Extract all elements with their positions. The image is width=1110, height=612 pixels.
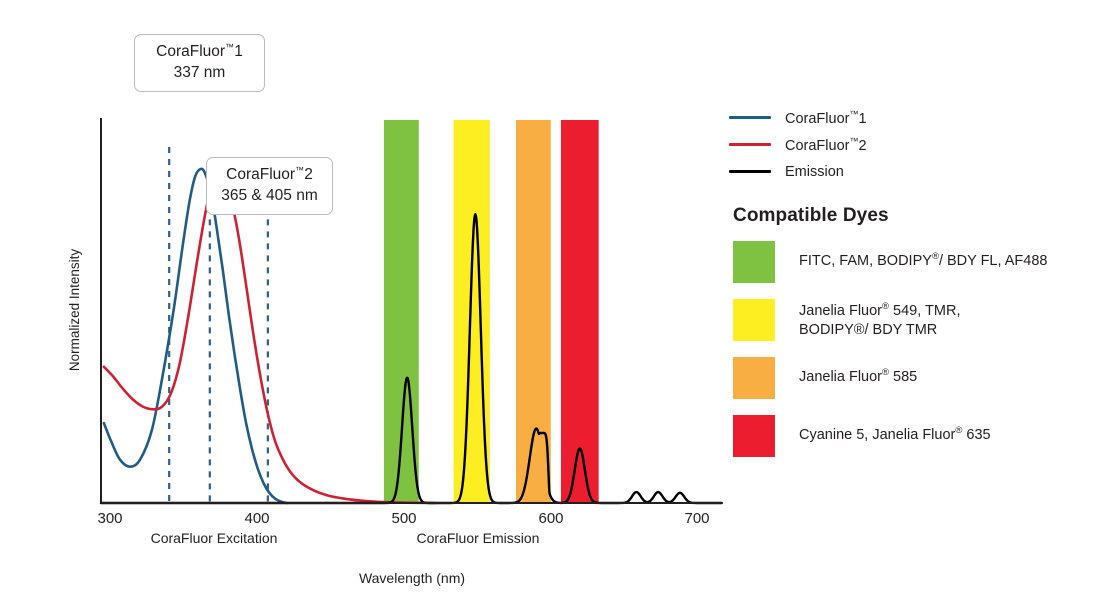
trademark-icon: ™ bbox=[849, 135, 859, 146]
dye-label-part-b-2: 585 bbox=[889, 368, 918, 385]
callout-corafluor-2: CoraFluor™2 365 & 405 nm bbox=[206, 157, 333, 216]
excitation-marker-layer bbox=[168, 147, 269, 503]
callout-cf1-name: CoraFluor bbox=[156, 43, 226, 61]
dye-label-0: FITC, FAM, BODIPY®/ BDY FL, AF488 bbox=[799, 241, 1047, 271]
legend-line-swatch-2 bbox=[729, 170, 771, 173]
spectra-chart: 300 400 500 600 700 CoraFluor Excitation… bbox=[67, 34, 723, 586]
curve-excitation-CoraFluor1 bbox=[102, 167, 289, 505]
x-tick-label-500: 500 bbox=[391, 510, 416, 527]
dye-label-part-c-1: BODIPY®/ BDY TMR bbox=[799, 322, 938, 339]
dye-color-swatch-2 bbox=[733, 357, 775, 399]
callout-cf2-suffix: 2 bbox=[304, 166, 313, 184]
y-axis-title: Normalized Intensity bbox=[67, 249, 82, 372]
legend-line-label-suffix-1: 2 bbox=[858, 137, 867, 154]
series-legend: CoraFluor™1 CoraFluor™2 Emission bbox=[729, 104, 1110, 185]
axis-section-emission: CoraFluor Emission bbox=[417, 530, 540, 546]
legend-row-2: Emission bbox=[729, 158, 1110, 185]
callout-corafluor-1: CoraFluor™1 337 nm bbox=[134, 34, 265, 93]
registered-icon: ® bbox=[882, 367, 890, 378]
orange-band bbox=[515, 120, 551, 503]
legend-line-label-0: CoraFluor™1 bbox=[785, 109, 867, 127]
x-tick-label-700: 700 bbox=[684, 510, 709, 527]
legend-panel: CoraFluor™1 CoraFluor™2 Emission Compatibl… bbox=[729, 104, 1110, 473]
callout-cf2-name: CoraFluor bbox=[226, 166, 296, 184]
callout-cf2-title: CoraFluor™2 bbox=[217, 165, 322, 186]
dye-label-part-b-0: / BDY FL, AF488 bbox=[938, 252, 1048, 269]
dye-color-swatch-1 bbox=[733, 299, 775, 341]
x-axis-title: Wavelength (nm) bbox=[359, 570, 465, 586]
dye-label-part-a-1: Janelia Fluor bbox=[799, 302, 883, 319]
registered-icon: ® bbox=[955, 425, 963, 436]
x-tick-label-300: 300 bbox=[97, 510, 122, 527]
legend-line-swatch-wrap-0 bbox=[729, 116, 785, 119]
callout-cf1-suffix: 1 bbox=[234, 43, 243, 61]
dye-label-part-a-3: Cyanine 5, Janelia Fluor bbox=[799, 426, 956, 443]
dye-label-part-b-3: 635 bbox=[962, 426, 991, 443]
compatible-dyes-list: FITC, FAM, BODIPY®/ BDY FL, AF488 Janelia… bbox=[729, 241, 1110, 457]
dye-label-1: Janelia Fluor® 549, TMR, BODIPY®/ BDY TMR bbox=[799, 299, 960, 340]
dye-band-layer bbox=[383, 120, 599, 503]
compatible-dyes-heading: Compatible Dyes bbox=[733, 205, 889, 226]
legend-line-label-2: Emission bbox=[785, 164, 844, 180]
legend-line-swatch-wrap-1 bbox=[729, 143, 785, 146]
x-tick-label-400: 400 bbox=[244, 510, 269, 527]
legend-line-label-suffix-0: 1 bbox=[858, 110, 867, 127]
dye-row-3: Cyanine 5, Janelia Fluor® 635 bbox=[729, 415, 1110, 457]
legend-line-label-main-1: CoraFluor bbox=[785, 137, 850, 154]
red-band bbox=[560, 120, 599, 503]
legend-line-label-main-0: CoraFluor bbox=[785, 110, 850, 127]
dye-label-part-a-2: Janelia Fluor bbox=[799, 368, 883, 385]
dye-label-3: Cyanine 5, Janelia Fluor® 635 bbox=[799, 415, 991, 445]
legend-line-swatch-wrap-2 bbox=[729, 170, 785, 173]
dye-label-2: Janelia Fluor® 585 bbox=[799, 357, 917, 387]
dye-color-swatch-3 bbox=[733, 415, 775, 457]
dye-row-2: Janelia Fluor® 585 bbox=[729, 357, 1110, 399]
legend-line-label-main-2: Emission bbox=[785, 163, 844, 180]
trademark-icon: ™ bbox=[295, 165, 305, 175]
legend-row-1: CoraFluor™2 bbox=[729, 131, 1110, 158]
dye-row-1: Janelia Fluor® 549, TMR, BODIPY®/ BDY TMR bbox=[729, 299, 1110, 341]
legend-line-swatch-1 bbox=[729, 143, 771, 146]
axis-section-excitation: CoraFluor Excitation bbox=[151, 530, 278, 546]
callout-cf2-value: 365 & 405 nm bbox=[221, 186, 318, 204]
dye-row-0: FITC, FAM, BODIPY®/ BDY FL, AF488 bbox=[729, 241, 1110, 283]
plot-svg: 300 400 500 600 700 CoraFluor Excitation… bbox=[67, 118, 723, 586]
legend-line-label-1: CoraFluor™2 bbox=[785, 136, 867, 154]
legend-line-swatch-0 bbox=[729, 116, 771, 119]
dye-color-swatch-0 bbox=[733, 241, 775, 283]
trademark-icon: ™ bbox=[225, 42, 235, 52]
legend-row-0: CoraFluor™1 bbox=[729, 104, 1110, 131]
dye-label-part-a-0: FITC, FAM, BODIPY bbox=[799, 252, 932, 269]
callout-cf1-value: 337 nm bbox=[173, 63, 226, 81]
registered-icon: ® bbox=[882, 301, 890, 312]
trademark-icon: ™ bbox=[849, 108, 859, 119]
curve-excitation-CoraFluor2 bbox=[102, 172, 437, 505]
callout-cf1-title: CoraFluor™1 bbox=[145, 42, 254, 63]
dye-label-part-b-1: 549, TMR, bbox=[889, 302, 961, 319]
x-tick-label-600: 600 bbox=[538, 510, 563, 527]
registered-icon: ® bbox=[931, 251, 939, 262]
